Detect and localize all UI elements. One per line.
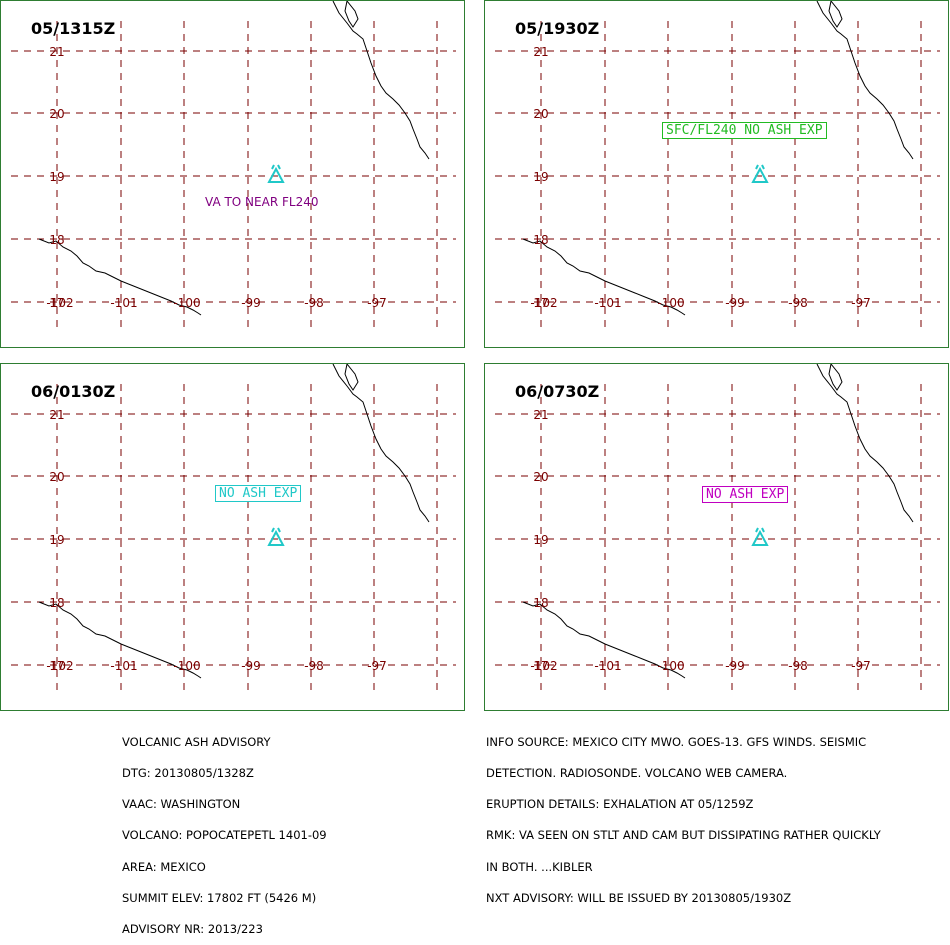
footer-line: VOLCANIC ASH ADVISORY xyxy=(122,734,271,749)
panel-time-label: 05/1315Z xyxy=(31,19,116,38)
panel-time-label: 05/1930Z xyxy=(515,19,600,38)
coastline xyxy=(522,238,686,316)
footer-line: ADVISORY NR: 2013/223 xyxy=(122,922,263,937)
coastline xyxy=(816,1,914,160)
coastline xyxy=(828,364,843,391)
longitude-label: -100 xyxy=(657,296,684,310)
longitude-label: -97 xyxy=(367,659,387,673)
latitude-label: 18 xyxy=(533,596,548,610)
map-panel-4: 21 20 19 18 17 -102 -101 -100 -99 -98 -97 06/0730Z… xyxy=(484,363,949,711)
longitude-label: -99 xyxy=(241,659,261,673)
longitude-label: -98 xyxy=(788,296,808,310)
latitude-label: 17 xyxy=(533,296,548,310)
coastline xyxy=(344,364,359,391)
longitude-label: -102 xyxy=(530,296,557,310)
longitude-label: -101 xyxy=(110,659,137,673)
coastline xyxy=(522,601,686,679)
longitude-label: -100 xyxy=(173,659,200,673)
footer-line: DTG: 20130805/1328Z xyxy=(122,766,254,781)
map-canvas: 21 20 19 18 17-102 -101 -100 -99 -98 -97 xyxy=(11,1,456,331)
latitude-label: 17 xyxy=(533,659,548,673)
longitude-label: -99 xyxy=(725,296,745,310)
longitude-label: -101 xyxy=(110,296,137,310)
advisory-info-right: INFO SOURCE: MEXICO CITY MWO. GOES-13. G… xyxy=(486,716,881,914)
longitude-label: -99 xyxy=(725,659,745,673)
longitude-label: -99 xyxy=(241,296,261,310)
longitude-label: -100 xyxy=(657,659,684,673)
coastline xyxy=(332,1,430,160)
latitude-label: 21 xyxy=(49,408,64,422)
longitude-label: -98 xyxy=(304,659,324,673)
map-panel-1: 21 20 19 18 17 -102 -101 -100 -99 -98 -97 05/1315Z… xyxy=(0,0,465,348)
footer-line: IN BOTH. ...KIBLER xyxy=(486,859,593,874)
latitude-label: 20 xyxy=(49,107,64,121)
longitude-label: -98 xyxy=(788,659,808,673)
footer-line: RMK: VA SEEN ON STLT AND CAM BUT DISSIPA… xyxy=(486,828,881,843)
volcano-triangle-icon xyxy=(267,164,285,183)
footer-line: VOLCANO: POPOCATEPETL 1401-09 xyxy=(122,828,327,843)
latitude-label: 21 xyxy=(533,45,548,59)
footer-line: DETECTION. RADIOSONDE. VOLCANO WEB CAMER… xyxy=(486,766,788,781)
latitude-label: 19 xyxy=(533,170,548,184)
footer-line: AREA: MEXICO xyxy=(122,859,206,874)
volcano-triangle-icon xyxy=(751,164,769,183)
latitude-label: 19 xyxy=(49,170,64,184)
map-canvas: 21 20 19 18 17-102 -101 -100 -99 -98 -97 xyxy=(11,364,456,694)
footer-line: VAAC: WASHINGTON xyxy=(122,797,241,812)
volcano-triangle-icon xyxy=(267,527,285,546)
coastline xyxy=(344,1,359,28)
latitude-label: 18 xyxy=(49,233,64,247)
latitude-label: 17 xyxy=(49,296,64,310)
coastline xyxy=(38,238,202,316)
latitude-label: 19 xyxy=(49,533,64,547)
footer-line: SUMMIT ELEV: 17802 FT (5426 M) xyxy=(122,890,317,905)
ash-annotation-box: SFC/FL240 NO ASH EXP xyxy=(662,122,827,139)
ash-annotation: VA TO NEAR FL240 xyxy=(205,195,319,209)
coastline xyxy=(332,364,430,523)
latitude-label: 20 xyxy=(533,107,548,121)
volcano-triangle-icon xyxy=(751,527,769,546)
panel-time-label: 06/0730Z xyxy=(515,382,600,401)
latitude-label: 19 xyxy=(533,533,548,547)
longitude-label: -100 xyxy=(173,296,200,310)
longitude-label: -97 xyxy=(367,296,387,310)
coastline xyxy=(38,601,202,679)
longitude-label: -102 xyxy=(46,659,73,673)
latitude-label: 17 xyxy=(49,659,64,673)
map-panel-2: 21 20 19 18 17 -102 -101 -100 -99 -98 -97 05/1930Z… xyxy=(484,0,949,348)
panel-time-label: 06/0130Z xyxy=(31,382,116,401)
ash-annotation-box: NO ASH EXP xyxy=(215,485,302,502)
ash-annotation-box: NO ASH EXP xyxy=(702,486,789,503)
latitude-label: 18 xyxy=(49,596,64,610)
longitude-label: -97 xyxy=(851,296,871,310)
latitude-label: 20 xyxy=(533,470,548,484)
coastline xyxy=(816,364,914,523)
longitude-label: -101 xyxy=(594,659,621,673)
longitude-label: -97 xyxy=(851,659,871,673)
latitude-label: 21 xyxy=(533,408,548,422)
longitude-label: -102 xyxy=(46,296,73,310)
longitude-label: -101 xyxy=(594,296,621,310)
advisory-info-left: VOLCANIC ASH ADVISORY DTG: 20130805/1328… xyxy=(122,716,327,945)
map-panel-3: 21 20 19 18 17 -102 -101 -100 -99 -98 -97 06/0130Z… xyxy=(0,363,465,711)
latitude-label: 20 xyxy=(49,470,64,484)
longitude-label: -102 xyxy=(530,659,557,673)
footer-line: ERUPTION DETAILS: EXHALATION AT 05/1259Z xyxy=(486,797,754,812)
map-canvas: 21 20 19 18 17-102 -101 -100 -99 -98 -97 xyxy=(495,1,940,331)
footer-line: INFO SOURCE: MEXICO CITY MWO. GOES-13. G… xyxy=(486,734,867,749)
coastline xyxy=(828,1,843,28)
latitude-label: 18 xyxy=(533,233,548,247)
footer-line: NXT ADVISORY: WILL BE ISSUED BY 20130805… xyxy=(486,890,792,905)
map-canvas: 21 20 19 18 17-102 -101 -100 -99 -98 -97 xyxy=(495,364,940,694)
longitude-label: -98 xyxy=(304,296,324,310)
latitude-label: 21 xyxy=(49,45,64,59)
